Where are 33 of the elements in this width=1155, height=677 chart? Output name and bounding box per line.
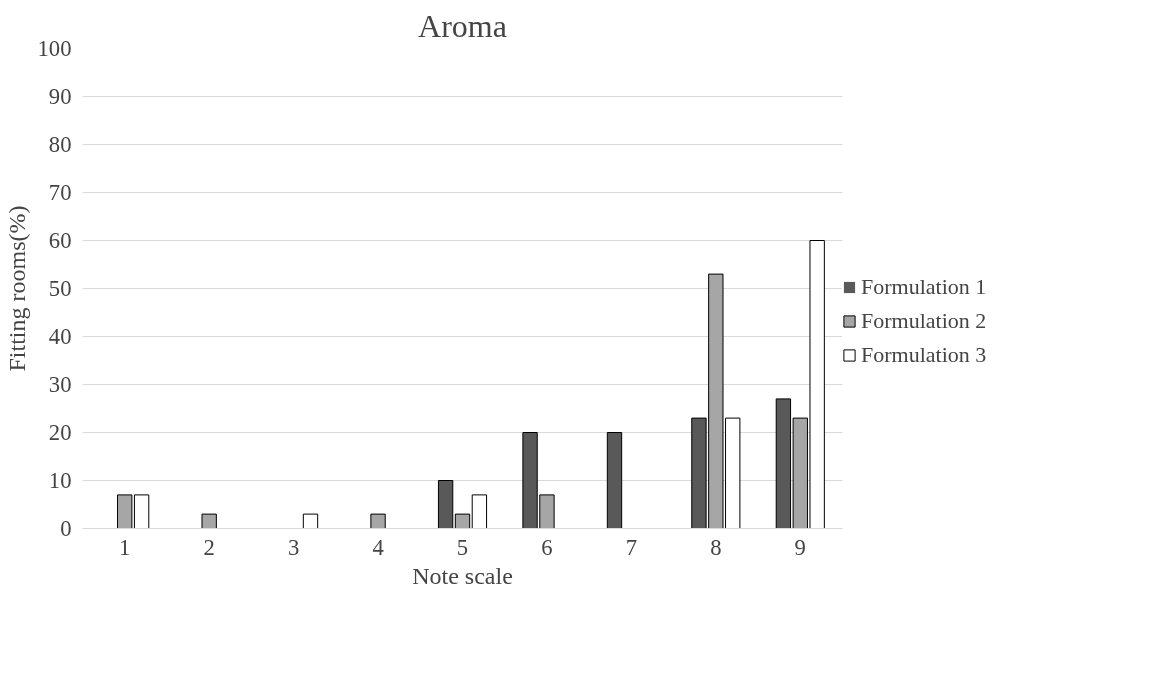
legend-label: Formulation 1 xyxy=(861,274,987,300)
x-tick-label: 6 xyxy=(541,534,553,560)
y-tick-label: 0 xyxy=(60,516,72,541)
y-tick-label: 100 xyxy=(37,36,72,61)
y-tick-label: 40 xyxy=(48,324,72,349)
y-tick-label: 80 xyxy=(48,132,72,157)
bar xyxy=(201,513,217,529)
y-tick-label: 70 xyxy=(48,180,72,205)
y-axis-title: Fitting rooms(%) xyxy=(3,205,30,372)
bar xyxy=(437,480,454,529)
bar xyxy=(370,513,386,529)
chart-title: Aroma xyxy=(418,7,507,44)
x-tick-label: 4 xyxy=(372,534,384,560)
y-tick-label: 50 xyxy=(48,276,72,301)
x-axis-title: Note scale xyxy=(412,562,513,589)
x-tick-label: 1 xyxy=(119,534,131,560)
x-tick-label: 3 xyxy=(287,534,300,560)
x-tick-label: 7 xyxy=(625,534,638,560)
bar xyxy=(606,432,623,529)
x-tick-label: 9 xyxy=(794,534,806,560)
y-tick-label: 60 xyxy=(48,228,72,253)
bar xyxy=(454,513,471,529)
x-tick-label: 2 xyxy=(203,534,215,560)
x-tick-label: 8 xyxy=(710,534,722,560)
y-tick-label: 90 xyxy=(48,84,72,109)
y-tick-label: 30 xyxy=(48,372,72,397)
y-tick-label: 20 xyxy=(48,420,72,445)
legend-label: Formulation 2 xyxy=(861,308,987,334)
x-tick-label: 5 xyxy=(456,534,469,560)
legend-label: Formulation 3 xyxy=(861,342,987,368)
bar xyxy=(471,494,488,529)
y-tick-label: 10 xyxy=(48,468,72,493)
bar xyxy=(302,513,319,529)
